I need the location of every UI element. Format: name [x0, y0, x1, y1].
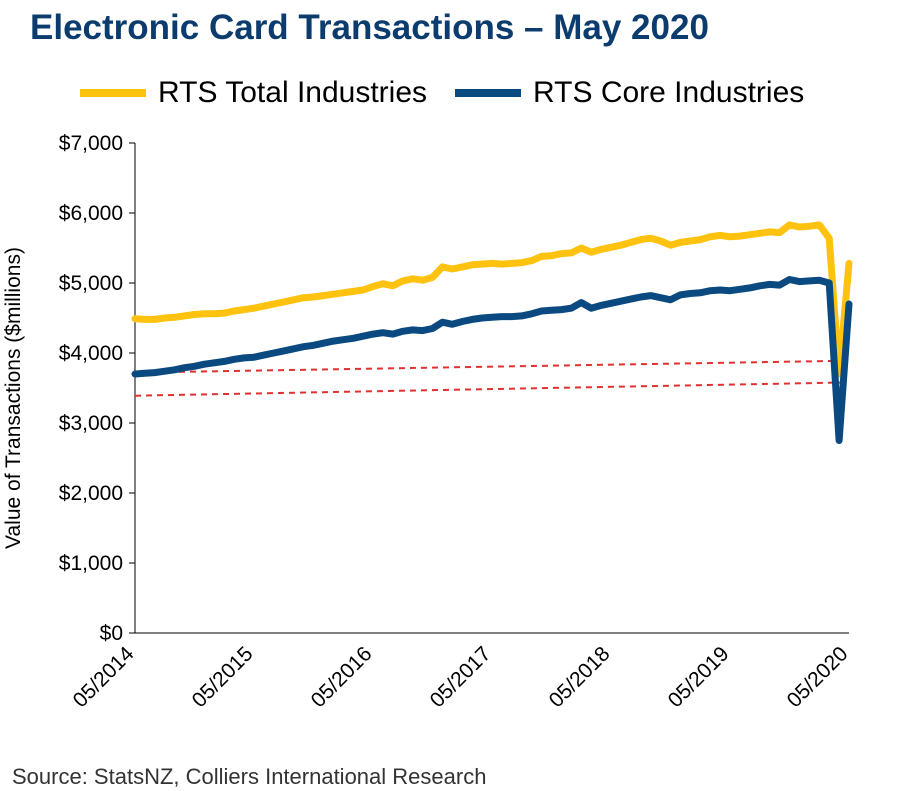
- y-tick-label: $4,000: [59, 342, 123, 365]
- y-tick-label: $5,000: [59, 272, 123, 295]
- x-tick-label: 05/2020: [783, 642, 853, 712]
- source-note: Source: StatsNZ, Colliers International …: [12, 764, 487, 789]
- x-tick-label: 05/2015: [188, 642, 258, 712]
- x-tick-label: 05/2017: [426, 642, 496, 712]
- x-tick-label: 05/2018: [545, 642, 615, 712]
- y-tick-label: $1,000: [59, 552, 123, 575]
- legend-label-total: RTS Total Industries: [158, 76, 428, 109]
- legend-swatch-total: [80, 89, 146, 97]
- chart-legend: RTS Total Industries RTS Core Industries: [80, 76, 832, 110]
- y-tick-label: $6,000: [59, 202, 123, 225]
- x-tick-label: 05/2014: [69, 642, 139, 712]
- legend-label-core: RTS Core Industries: [533, 76, 805, 109]
- y-tick-label: $7,000: [59, 132, 123, 155]
- y-tick-label: $3,000: [59, 412, 123, 435]
- chart-title: Electronic Card Transactions – May 2020: [30, 8, 709, 47]
- legend-item-total: RTS Total Industries: [80, 76, 427, 110]
- series-line-total-industries: [131, 221, 853, 378]
- trend-line-2: [134, 381, 850, 397]
- series-line-core-industries: [131, 276, 853, 444]
- y-tick-label: $2,000: [59, 482, 123, 505]
- trend-line-1: [134, 359, 850, 374]
- legend-swatch-core: [455, 89, 522, 97]
- y-axis-title: Value of Transactions ($millions): [2, 247, 25, 549]
- legend-item-core: RTS Core Industries: [455, 76, 804, 110]
- y-tick-label: $0: [100, 622, 123, 645]
- x-tick-label: 05/2019: [664, 642, 734, 712]
- x-tick-label: 05/2016: [307, 642, 377, 712]
